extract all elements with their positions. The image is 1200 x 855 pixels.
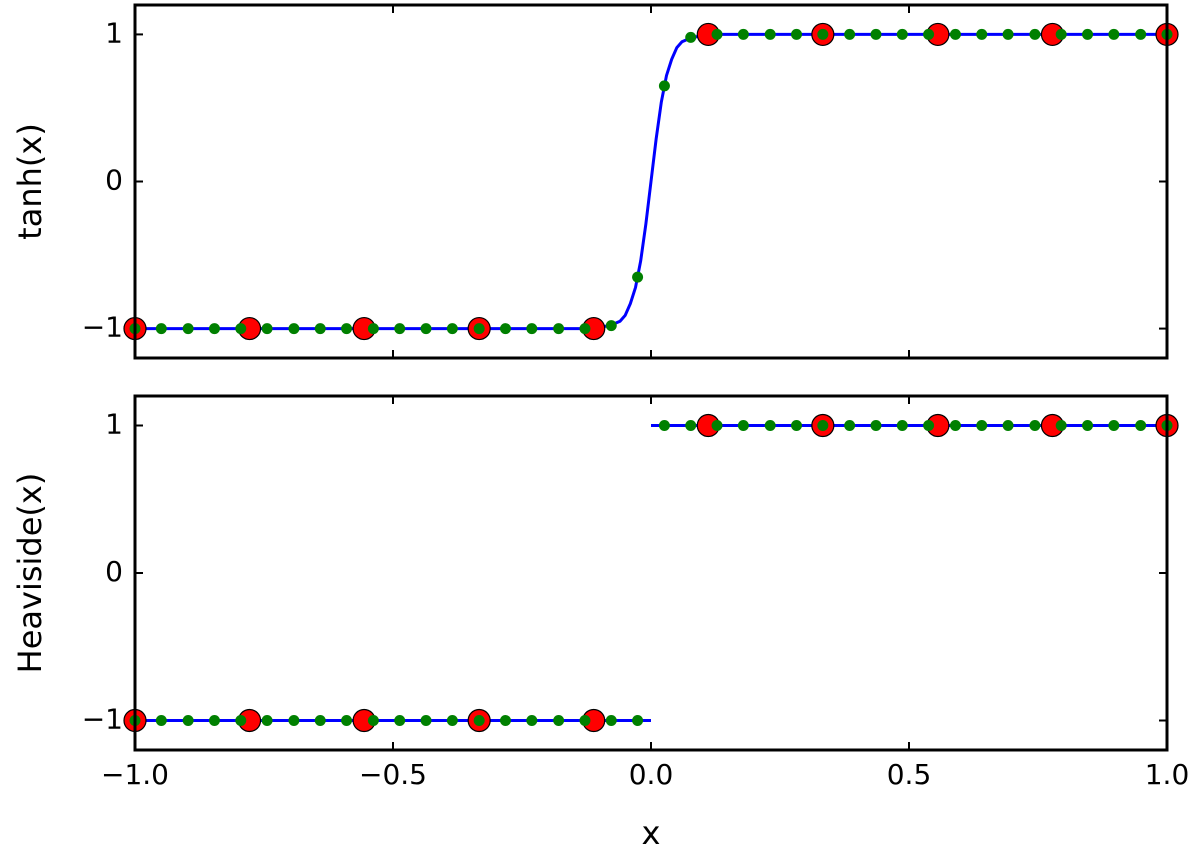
y-tick-label: 1 (105, 16, 123, 49)
small-marker (632, 271, 644, 283)
small-marker (553, 715, 565, 726)
small-marker (1082, 28, 1094, 40)
y-axis-label: Heaviside(x) (11, 473, 49, 674)
small-marker (553, 323, 565, 335)
y-tick-label: −1 (82, 311, 123, 344)
small-marker (1055, 28, 1067, 40)
small-marker (685, 31, 697, 43)
line (135, 32, 1167, 331)
small-marker (791, 420, 803, 431)
small-marker (1135, 28, 1147, 40)
small-marker (394, 323, 406, 335)
small-marker (499, 715, 511, 726)
x-tick-label: 0.0 (629, 758, 674, 791)
small-marker (896, 28, 908, 40)
small-marker (579, 715, 591, 726)
small-marker (261, 323, 273, 335)
small-marker (208, 715, 220, 726)
small-marker (314, 715, 326, 726)
small-marker (1029, 420, 1041, 431)
x-tick-label: 0.5 (887, 758, 932, 791)
small-marker (658, 80, 670, 92)
small-marker (923, 420, 935, 431)
line (135, 424, 1167, 722)
small-marker (446, 323, 458, 335)
small-marker (1108, 420, 1120, 431)
small-marker (420, 715, 432, 726)
small-marker (288, 715, 300, 726)
small-marker (817, 28, 829, 40)
x-tick-label: 1.0 (1145, 758, 1190, 791)
small-marker (526, 715, 538, 726)
small-marker (817, 420, 829, 431)
small-marker (208, 323, 220, 335)
axes-frame (133, 394, 1169, 752)
small-marker (1055, 420, 1067, 431)
small-marker (420, 323, 432, 335)
small-marker (605, 320, 617, 332)
small-marker (1135, 420, 1147, 431)
subplot: −1 0 1 tanh(x) (11, 3, 1179, 360)
small-marker (261, 715, 273, 726)
y-tick-label: 0 (105, 164, 123, 197)
small-marker (235, 323, 247, 335)
small-marker (526, 323, 538, 335)
small-marker (341, 323, 353, 335)
x-tick-label: −0.5 (359, 758, 427, 791)
y-tick-label: −1 (82, 703, 123, 736)
small-marker (685, 420, 697, 431)
small-marker (870, 420, 882, 431)
small-marker (844, 28, 856, 40)
small-marker (155, 715, 167, 726)
small-marker (632, 715, 644, 726)
small-marker (949, 420, 961, 431)
small-marker (791, 28, 803, 40)
small-marker (844, 420, 856, 431)
small-marker (182, 715, 194, 726)
small-marker (1002, 28, 1014, 40)
small-marker (473, 715, 485, 726)
small-marker (976, 28, 988, 40)
small-marker (446, 715, 458, 726)
small-marker (1002, 420, 1014, 431)
small-marker (1082, 420, 1094, 431)
small-marker (658, 420, 670, 431)
small-marker (896, 420, 908, 431)
small-marker (314, 323, 326, 335)
small-marker (367, 715, 379, 726)
x-tick-label: −1.0 (101, 758, 169, 791)
small-marker (1029, 28, 1041, 40)
x-axis-label: x (642, 814, 661, 852)
small-marker (711, 28, 723, 40)
small-marker (579, 323, 591, 335)
small-marker (711, 420, 723, 431)
small-marker (155, 323, 167, 335)
small-marker (182, 323, 194, 335)
y-tick-label: 0 (105, 555, 123, 588)
small-marker (764, 28, 776, 40)
small-marker (737, 420, 749, 431)
small-marker (499, 323, 511, 335)
small-marker (870, 28, 882, 40)
small-marker (367, 323, 379, 335)
small-marker (1108, 28, 1120, 40)
small-marker (949, 28, 961, 40)
small-marker (235, 715, 247, 726)
y-axis-label: tanh(x) (11, 123, 49, 240)
small-marker (923, 28, 935, 40)
small-marker (605, 715, 617, 726)
small-marker (737, 28, 749, 40)
small-marker (764, 420, 776, 431)
small-marker (341, 715, 353, 726)
small-marker (976, 420, 988, 431)
small-marker (473, 323, 485, 335)
y-tick-label: 1 (105, 408, 123, 441)
small-marker (288, 323, 300, 335)
subplot: −1 0 1 −1.0 −0.5 0.0 0.5 1.0 Heaviside(x) x (11, 394, 1190, 852)
axes-frame (133, 3, 1169, 360)
small-marker (394, 715, 406, 726)
